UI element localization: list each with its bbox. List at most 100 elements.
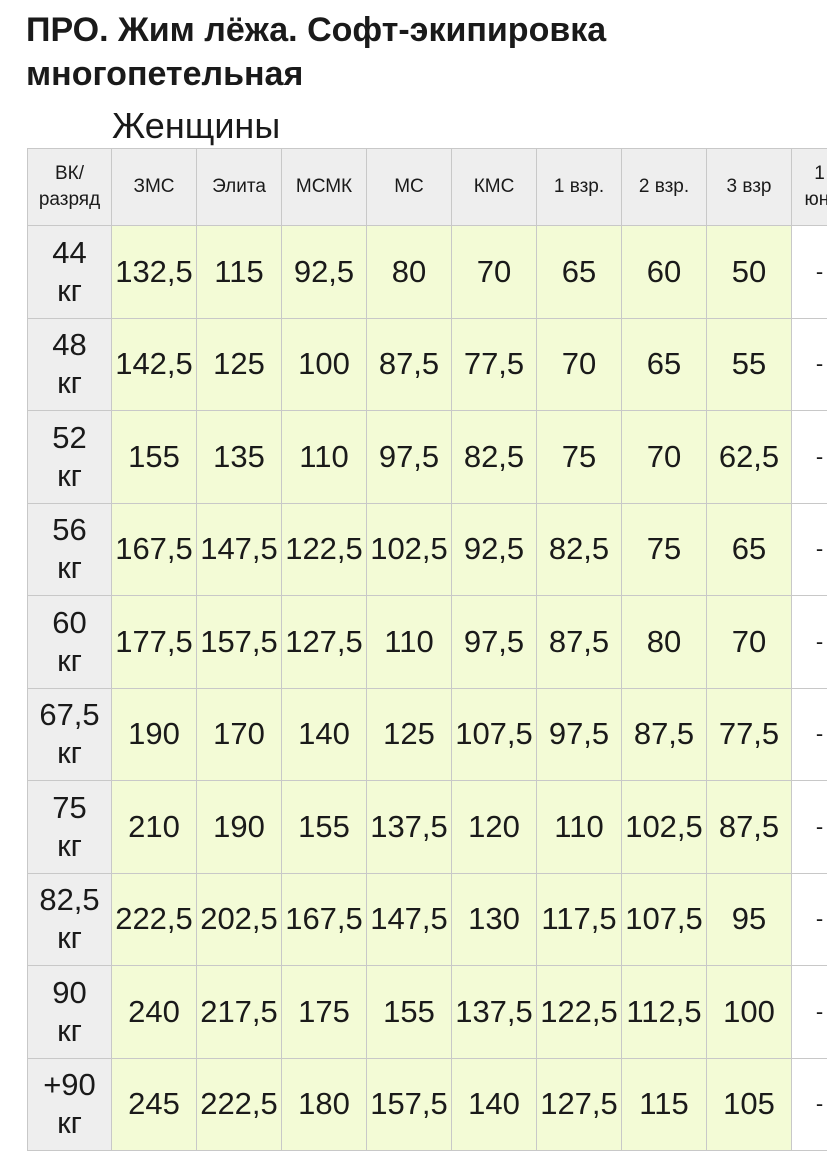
column-header: Элита <box>196 148 282 226</box>
norm-cell: 210 <box>111 780 197 874</box>
norm-cell: 175 <box>281 965 367 1059</box>
norm-cell: - <box>791 1057 827 1151</box>
norm-cell: 100 <box>706 965 792 1059</box>
norm-cell: 75 <box>536 410 622 504</box>
norm-cell: 190 <box>111 687 197 781</box>
norm-cell: 147,5 <box>366 872 452 966</box>
norm-cell: 70 <box>536 317 622 411</box>
norm-cell: 95 <box>706 872 792 966</box>
weight-unit: кг <box>57 272 82 308</box>
norm-cell: 70 <box>621 410 707 504</box>
norm-cell: 140 <box>451 1057 537 1151</box>
weight-class-header: ВК/ разряд <box>27 148 112 226</box>
table-row: 52 кг 155 135 110 97,5 82,5 75 70 62,5- <box>27 410 827 504</box>
norm-cell: 65 <box>536 225 622 319</box>
table-row: 60 кг 177,5 157,5 127,5 110 97,5 87,5 80 70- <box>27 595 827 689</box>
norm-cell: - <box>791 780 827 874</box>
weight-unit: кг <box>57 457 82 493</box>
norm-cell: 97,5 <box>536 687 622 781</box>
norm-cell: 130 <box>451 872 537 966</box>
weight-value: 75 <box>52 789 87 825</box>
weight-class-cell: 56 кг <box>27 502 112 596</box>
norm-cell: 105 <box>706 1057 792 1151</box>
table-row: 44 кг 132,5 115 92,5 80 70 65 60 50- <box>27 225 827 319</box>
norm-cell: 100 <box>281 317 367 411</box>
weight-value: 48 <box>52 327 87 363</box>
norm-cell: 87,5 <box>366 317 452 411</box>
norm-cell: 77,5 <box>706 687 792 781</box>
norm-cell: 167,5 <box>281 872 367 966</box>
weight-value: 90 <box>52 974 87 1010</box>
norm-cell: 50 <box>706 225 792 319</box>
weight-unit: кг <box>57 827 82 863</box>
norm-cell: 80 <box>366 225 452 319</box>
norm-cell: 75 <box>621 502 707 596</box>
norm-cell: - <box>791 687 827 781</box>
column-header-last: 1 юн. <box>791 148 827 226</box>
table-row: 75 кг 210 190 155 137,5 120 110 102,5 87,5- <box>27 780 827 874</box>
norm-cell: 140 <box>281 687 367 781</box>
column-header: МСМК <box>281 148 367 226</box>
norm-cell: 115 <box>621 1057 707 1151</box>
norm-cell: 127,5 <box>536 1057 622 1151</box>
norm-cell: - <box>791 595 827 689</box>
column-header: 2 взр. <box>621 148 707 226</box>
table-row: 82,5 кг 222,5 202,5 167,5 147,5 130 117,5 107,5 9… <box>27 872 827 966</box>
column-header: КМС <box>451 148 537 226</box>
weight-class-cell: 75 кг <box>27 780 112 874</box>
norm-cell: 157,5 <box>196 595 282 689</box>
norm-cell: 132,5 <box>111 225 197 319</box>
norm-cell: - <box>791 965 827 1059</box>
norm-cell: 147,5 <box>196 502 282 596</box>
weight-value: 82,5 <box>39 882 100 918</box>
norm-cell: 170 <box>196 687 282 781</box>
norm-cell: 117,5 <box>536 872 622 966</box>
header-row: ВК/ разряд ЗМС Элита МСМК МС КМС 1 взр. … <box>27 148 827 226</box>
norm-cell: - <box>791 410 827 504</box>
norm-cell: 82,5 <box>451 410 537 504</box>
norm-cell: 190 <box>196 780 282 874</box>
weight-unit: кг <box>57 735 82 771</box>
norm-cell: 70 <box>451 225 537 319</box>
last-header-line-1: 1 <box>814 163 825 184</box>
norm-cell: 222,5 <box>196 1057 282 1151</box>
norm-cell: 65 <box>621 317 707 411</box>
norm-cell: 102,5 <box>366 502 452 596</box>
norm-cell: 87,5 <box>536 595 622 689</box>
norm-cell: 77,5 <box>451 317 537 411</box>
norm-cell: 102,5 <box>621 780 707 874</box>
norm-cell: 120 <box>451 780 537 874</box>
norm-cell: 70 <box>706 595 792 689</box>
norm-cell: 157,5 <box>366 1057 452 1151</box>
table-row: 90 кг 240 217,5 175 155 137,5 122,5 112,5 100- <box>27 965 827 1059</box>
weight-unit: кг <box>57 550 82 586</box>
norm-cell: 137,5 <box>366 780 452 874</box>
weight-class-cell: 52 кг <box>27 410 112 504</box>
norm-cell: 125 <box>196 317 282 411</box>
norm-cell: 155 <box>366 965 452 1059</box>
table-row: +90 кг 245 222,5 180 157,5 140 127,5 115 105- <box>27 1057 827 1151</box>
norms-table: ВК/ разряд ЗМС Элита МСМК МС КМС 1 взр. … <box>27 148 827 1151</box>
weight-value: 60 <box>52 604 87 640</box>
norm-cell: - <box>791 225 827 319</box>
header-line-2: разряд <box>38 189 101 210</box>
weight-value: 52 <box>52 419 87 455</box>
weight-unit: кг <box>57 642 82 678</box>
norm-cell: 62,5 <box>706 410 792 504</box>
norm-cell: 137,5 <box>451 965 537 1059</box>
header-line-1: ВК/ <box>54 163 85 184</box>
norm-cell: 217,5 <box>196 965 282 1059</box>
norm-cell: 87,5 <box>621 687 707 781</box>
norm-cell: 122,5 <box>281 502 367 596</box>
norm-cell: 112,5 <box>621 965 707 1059</box>
norm-cell: 80 <box>621 595 707 689</box>
norm-cell: 107,5 <box>451 687 537 781</box>
weight-class-cell: +90 кг <box>27 1057 112 1151</box>
weight-unit: кг <box>57 920 82 956</box>
norm-cell: 87,5 <box>706 780 792 874</box>
norm-cell: 110 <box>536 780 622 874</box>
norm-cell: 180 <box>281 1057 367 1151</box>
norm-cell: 55 <box>706 317 792 411</box>
column-header: ЗМС <box>111 148 197 226</box>
weight-class-cell: 67,5 кг <box>27 687 112 781</box>
